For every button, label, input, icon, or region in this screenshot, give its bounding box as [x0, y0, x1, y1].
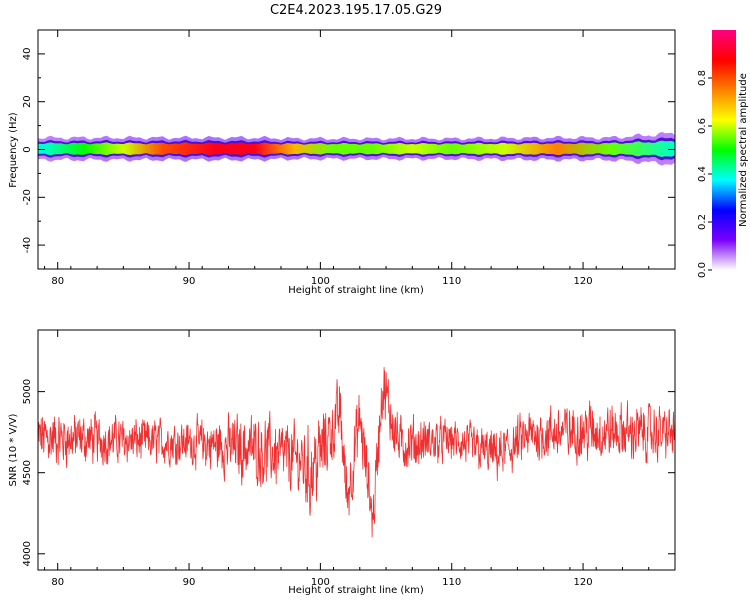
snr-x-axis-label: Height of straight line (km) [288, 585, 424, 596]
spectrogram-ridge [38, 140, 675, 157]
x-tick-label: 80 [51, 577, 64, 588]
x-tick-label: 80 [51, 276, 64, 287]
colorbar-tick-label: 0.8 [697, 70, 708, 86]
colorbar-tick-label: 0.0 [697, 262, 708, 278]
x-tick-label: 90 [183, 577, 196, 588]
y-tick-label: -40 [22, 237, 33, 253]
spectrogram-panel: 80 90 100 110 120 -40 -20 0 20 40 Height of strai… [8, 29, 676, 296]
x-tick-label: 120 [574, 276, 593, 287]
y-tick-label: 40 [22, 48, 33, 61]
x-tick-label: 110 [442, 577, 461, 588]
y-tick-label: -20 [22, 189, 33, 205]
spectrogram-x-axis-label: Height of straight line (km) [288, 285, 424, 296]
figure-title: C2E4.2023.195.17.05.G29 [270, 3, 442, 18]
colorbar: 0.0 0.2 0.4 0.6 0.8 Normalized spectral ampl… [697, 30, 749, 278]
snr-y-axis-label: SNR (10 * V/V) [8, 413, 19, 486]
x-tick-label: 100 [311, 577, 330, 588]
colorbar-gradient [712, 30, 736, 270]
colorbar-label: Normalized spectral amplitude [738, 73, 749, 227]
y-tick-label: 0 [22, 146, 33, 152]
colorbar-tick-label: 0.2 [697, 214, 708, 230]
spectrogram-y-axis-label: Frequency (Hz) [8, 112, 19, 188]
colorbar-tick-label: 0.6 [697, 118, 708, 134]
y-tick-label: 4500 [22, 460, 33, 485]
y-tick-label: 4000 [22, 541, 33, 566]
snr-panel: 80 90 100 110 120 4000 4500 5000 Height of stra… [8, 329, 676, 596]
x-tick-label: 110 [442, 276, 461, 287]
y-tick-label: 5000 [22, 379, 33, 404]
y-tick-label: 20 [22, 95, 33, 108]
snr-frame [37, 329, 676, 571]
snr-series-line [38, 367, 675, 538]
x-tick-label: 120 [574, 577, 593, 588]
x-tick-label: 90 [183, 276, 196, 287]
x-tick-label: 100 [311, 276, 330, 287]
colorbar-tick-label: 0.4 [697, 166, 708, 182]
